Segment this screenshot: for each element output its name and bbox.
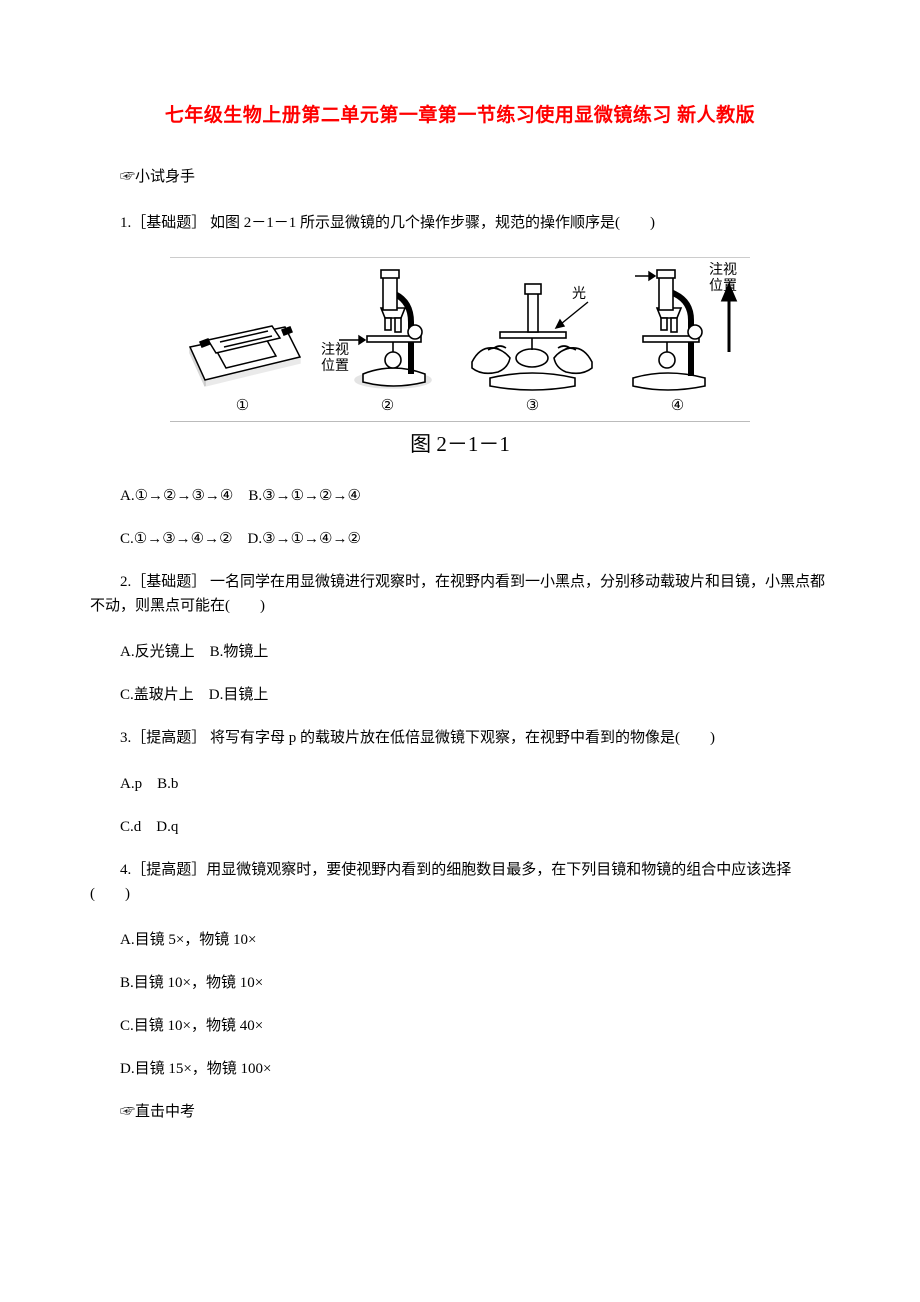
panel-3-mirror-light: 光 (460, 262, 605, 392)
q1-stem: 1.［基础题］ 如图 2－1－1 所示显微镜的几个操作步骤，规范的操作顺序是( … (90, 211, 830, 235)
q1-options-cd: C.①→③→④→② D.③→①→④→② (90, 527, 830, 548)
microscope-side-icon: 注视 位置 (315, 262, 460, 392)
panel4-annot-line1: 注视 (709, 262, 737, 278)
panel4-annot-line2: 位置 (709, 278, 737, 294)
panel-number-row: ① ② ③ ④ (170, 392, 750, 421)
figure-2-1-1: 注视 位置 (90, 257, 830, 458)
microscope-eyepiece-icon: 注视 位置 (605, 262, 750, 392)
q4-stem: 4.［提高题］用显微镜观察时，要使视野内看到的细胞数目最多，在下列目镜和物镜的组… (90, 858, 830, 906)
section-marker-try: ☞小试身手 (90, 165, 830, 189)
figure-box: 注视 位置 (170, 257, 750, 422)
panel-2-microscope-side: 注视 位置 (315, 262, 460, 392)
doc-title: 七年级生物上册第二单元第一章第一节练习使用显微镜练习 新人教版 (90, 100, 830, 127)
panel2-annot-line1: 注视 (321, 342, 349, 358)
panel-label-2: ② (381, 396, 394, 415)
slide-stage-icon (170, 282, 315, 392)
q4-option-b: B.目镜 10×，物镜 10× (90, 971, 830, 992)
q1-options-ab: A.①→②→③→④ B.③→①→②→④ (90, 484, 830, 505)
q4-option-a: A.目镜 5×，物镜 10× (90, 928, 830, 949)
document-page: 七年级生物上册第二单元第一章第一节练习使用显微镜练习 新人教版 ☞小试身手 1.… (0, 0, 920, 1206)
q3-stem: 3.［提高题］ 将写有字母 p 的载玻片放在低倍显微镜下观察，在视野中看到的物像… (90, 726, 830, 750)
panel-4-eyepiece: 注视 位置 (605, 262, 750, 392)
q3-options-cd: C.d D.q (90, 815, 830, 836)
q2-options-ab: A.反光镜上 B.物镜上 (90, 640, 830, 661)
section-marker-exam: ☞直击中考 (90, 1100, 830, 1124)
panel-label-4: ④ (671, 396, 684, 415)
q3-options-ab: A.p B.b (90, 772, 830, 793)
figure-caption: 图 2－1－1 (90, 428, 830, 458)
panel-label-3: ③ (526, 396, 539, 415)
panel2-annot-line2: 位置 (321, 358, 349, 374)
mirror-light-icon: 光 (460, 262, 605, 392)
q2-stem: 2.［基础题］ 一名同学在用显微镜进行观察时，在视野内看到一小黑点，分别移动载玻… (90, 570, 830, 618)
q4-option-c: C.目镜 10×，物镜 40× (90, 1014, 830, 1035)
q2-options-cd: C.盖玻片上 D.目镜上 (90, 683, 830, 704)
panel-1-slide (170, 262, 315, 392)
q4-option-d: D.目镜 15×，物镜 100× (90, 1057, 830, 1078)
figure-panels: 注视 位置 (170, 262, 750, 392)
panel3-annot: 光 (572, 286, 586, 302)
panel-label-1: ① (236, 396, 249, 415)
